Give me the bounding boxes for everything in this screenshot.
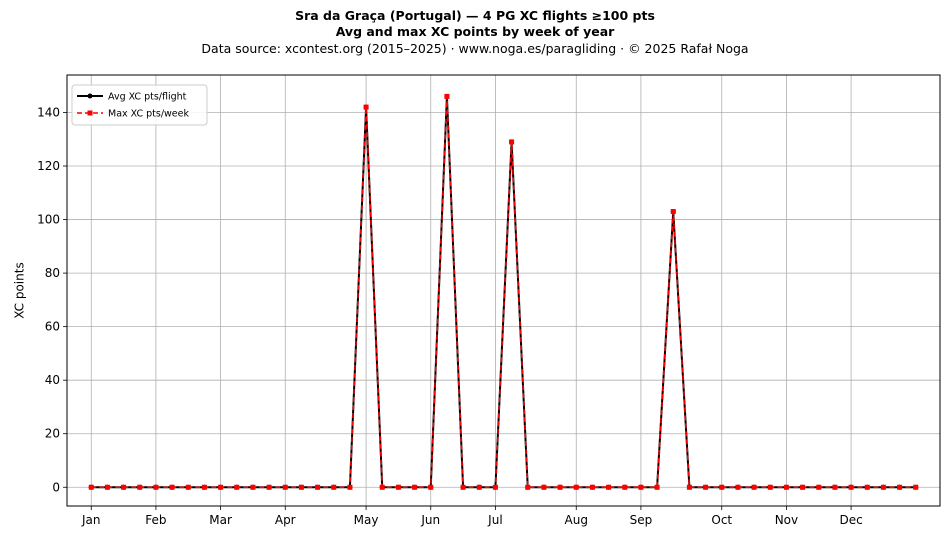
- data-point: [234, 484, 240, 490]
- data-point: [622, 484, 628, 490]
- data-point: [363, 104, 369, 110]
- data-point: [169, 484, 175, 490]
- data-source-note: Data source: xcontest.org (2015–2025) · …: [201, 41, 749, 56]
- y-tick-label: 80: [45, 266, 60, 280]
- data-point: [703, 484, 709, 490]
- data-point: [428, 484, 434, 490]
- series-line: [91, 95, 916, 489]
- x-tick-label: Aug: [565, 513, 588, 527]
- x-tick-label: Jun: [420, 513, 440, 527]
- grid-lines: [67, 75, 940, 506]
- data-point: [379, 484, 385, 490]
- plot-frame: [66, 74, 941, 507]
- x-tick-label: Oct: [711, 513, 732, 527]
- data-point: [104, 484, 110, 490]
- x-tick-label: May: [354, 513, 379, 527]
- chart-subtitle: Avg and max XC points by week of year: [335, 24, 615, 39]
- legend-label: Max XC pts/week: [108, 109, 189, 120]
- data-series: [88, 93, 919, 490]
- legend-marker: [87, 110, 93, 116]
- legend: Avg XC pts/flight Max XC pts/week: [71, 84, 208, 126]
- series-max: [88, 93, 919, 490]
- y-axis-ticks: 0 20 40 60 80 100 120 140: [37, 105, 67, 494]
- chart-title: Sra da Graça (Portugal) — 4 PG XC flight…: [295, 8, 655, 23]
- data-point: [719, 484, 725, 490]
- data-point: [541, 484, 547, 490]
- legend-label: Avg XC pts/flight: [108, 92, 187, 103]
- data-point: [444, 93, 450, 99]
- data-point: [735, 484, 741, 490]
- data-point: [395, 484, 401, 490]
- series-avg: [88, 93, 919, 490]
- data-point: [654, 484, 660, 490]
- data-point: [201, 484, 207, 490]
- data-point: [913, 484, 919, 490]
- data-point: [816, 484, 822, 490]
- data-point: [767, 484, 773, 490]
- data-point: [832, 484, 838, 490]
- data-point: [509, 139, 515, 145]
- data-point: [347, 484, 353, 490]
- legend-box: [71, 84, 208, 126]
- data-point: [492, 484, 498, 490]
- data-point: [476, 484, 482, 490]
- x-tick-label: Jan: [81, 513, 101, 527]
- data-point: [412, 484, 418, 490]
- data-point: [751, 484, 757, 490]
- y-tick-label: 60: [45, 320, 60, 334]
- data-point: [573, 484, 579, 490]
- chart-titles: Sra da Graça (Portugal) — 4 PG XC flight…: [0, 8, 950, 57]
- x-tick-label: Apr: [275, 513, 296, 527]
- data-point: [686, 484, 692, 490]
- x-tick-label: Nov: [775, 513, 798, 527]
- data-point: [218, 484, 224, 490]
- y-tick-label: 0: [52, 480, 60, 494]
- data-point: [185, 484, 191, 490]
- x-tick-label: Mar: [209, 513, 232, 527]
- data-point: [298, 484, 304, 490]
- series-line: [91, 95, 916, 489]
- data-point: [460, 484, 466, 490]
- data-point: [589, 484, 595, 490]
- y-tick-label: 20: [45, 427, 60, 441]
- data-point: [331, 484, 337, 490]
- x-axis-ticks: Jan Feb Mar Apr May Jun Jul Aug Sep Oct Nov Dec: [81, 506, 863, 527]
- data-point: [638, 484, 644, 490]
- x-tick-label: Sep: [630, 513, 653, 527]
- y-axis-label: XC points: [13, 262, 27, 318]
- data-point: [137, 484, 143, 490]
- data-point: [848, 484, 854, 490]
- data-point: [266, 484, 272, 490]
- data-point: [557, 484, 563, 490]
- data-point: [315, 484, 321, 490]
- data-point: [670, 209, 676, 215]
- y-tick-label: 100: [37, 213, 60, 227]
- data-point: [88, 484, 94, 490]
- x-tick-label: Jul: [487, 513, 502, 527]
- data-point: [282, 484, 288, 490]
- y-tick-label: 140: [37, 105, 60, 119]
- data-point: [783, 484, 789, 490]
- x-tick-label: Dec: [839, 513, 862, 527]
- data-point: [525, 484, 531, 490]
- y-tick-label: 120: [37, 159, 60, 173]
- legend-marker: [87, 93, 93, 99]
- data-point: [864, 484, 870, 490]
- data-point: [880, 484, 886, 490]
- y-tick-label: 40: [45, 373, 60, 387]
- data-point: [606, 484, 612, 490]
- data-point: [800, 484, 806, 490]
- x-tick-label: Feb: [145, 513, 166, 527]
- data-point: [250, 484, 256, 490]
- data-point: [121, 484, 127, 490]
- data-point: [153, 484, 159, 490]
- data-point: [897, 484, 903, 490]
